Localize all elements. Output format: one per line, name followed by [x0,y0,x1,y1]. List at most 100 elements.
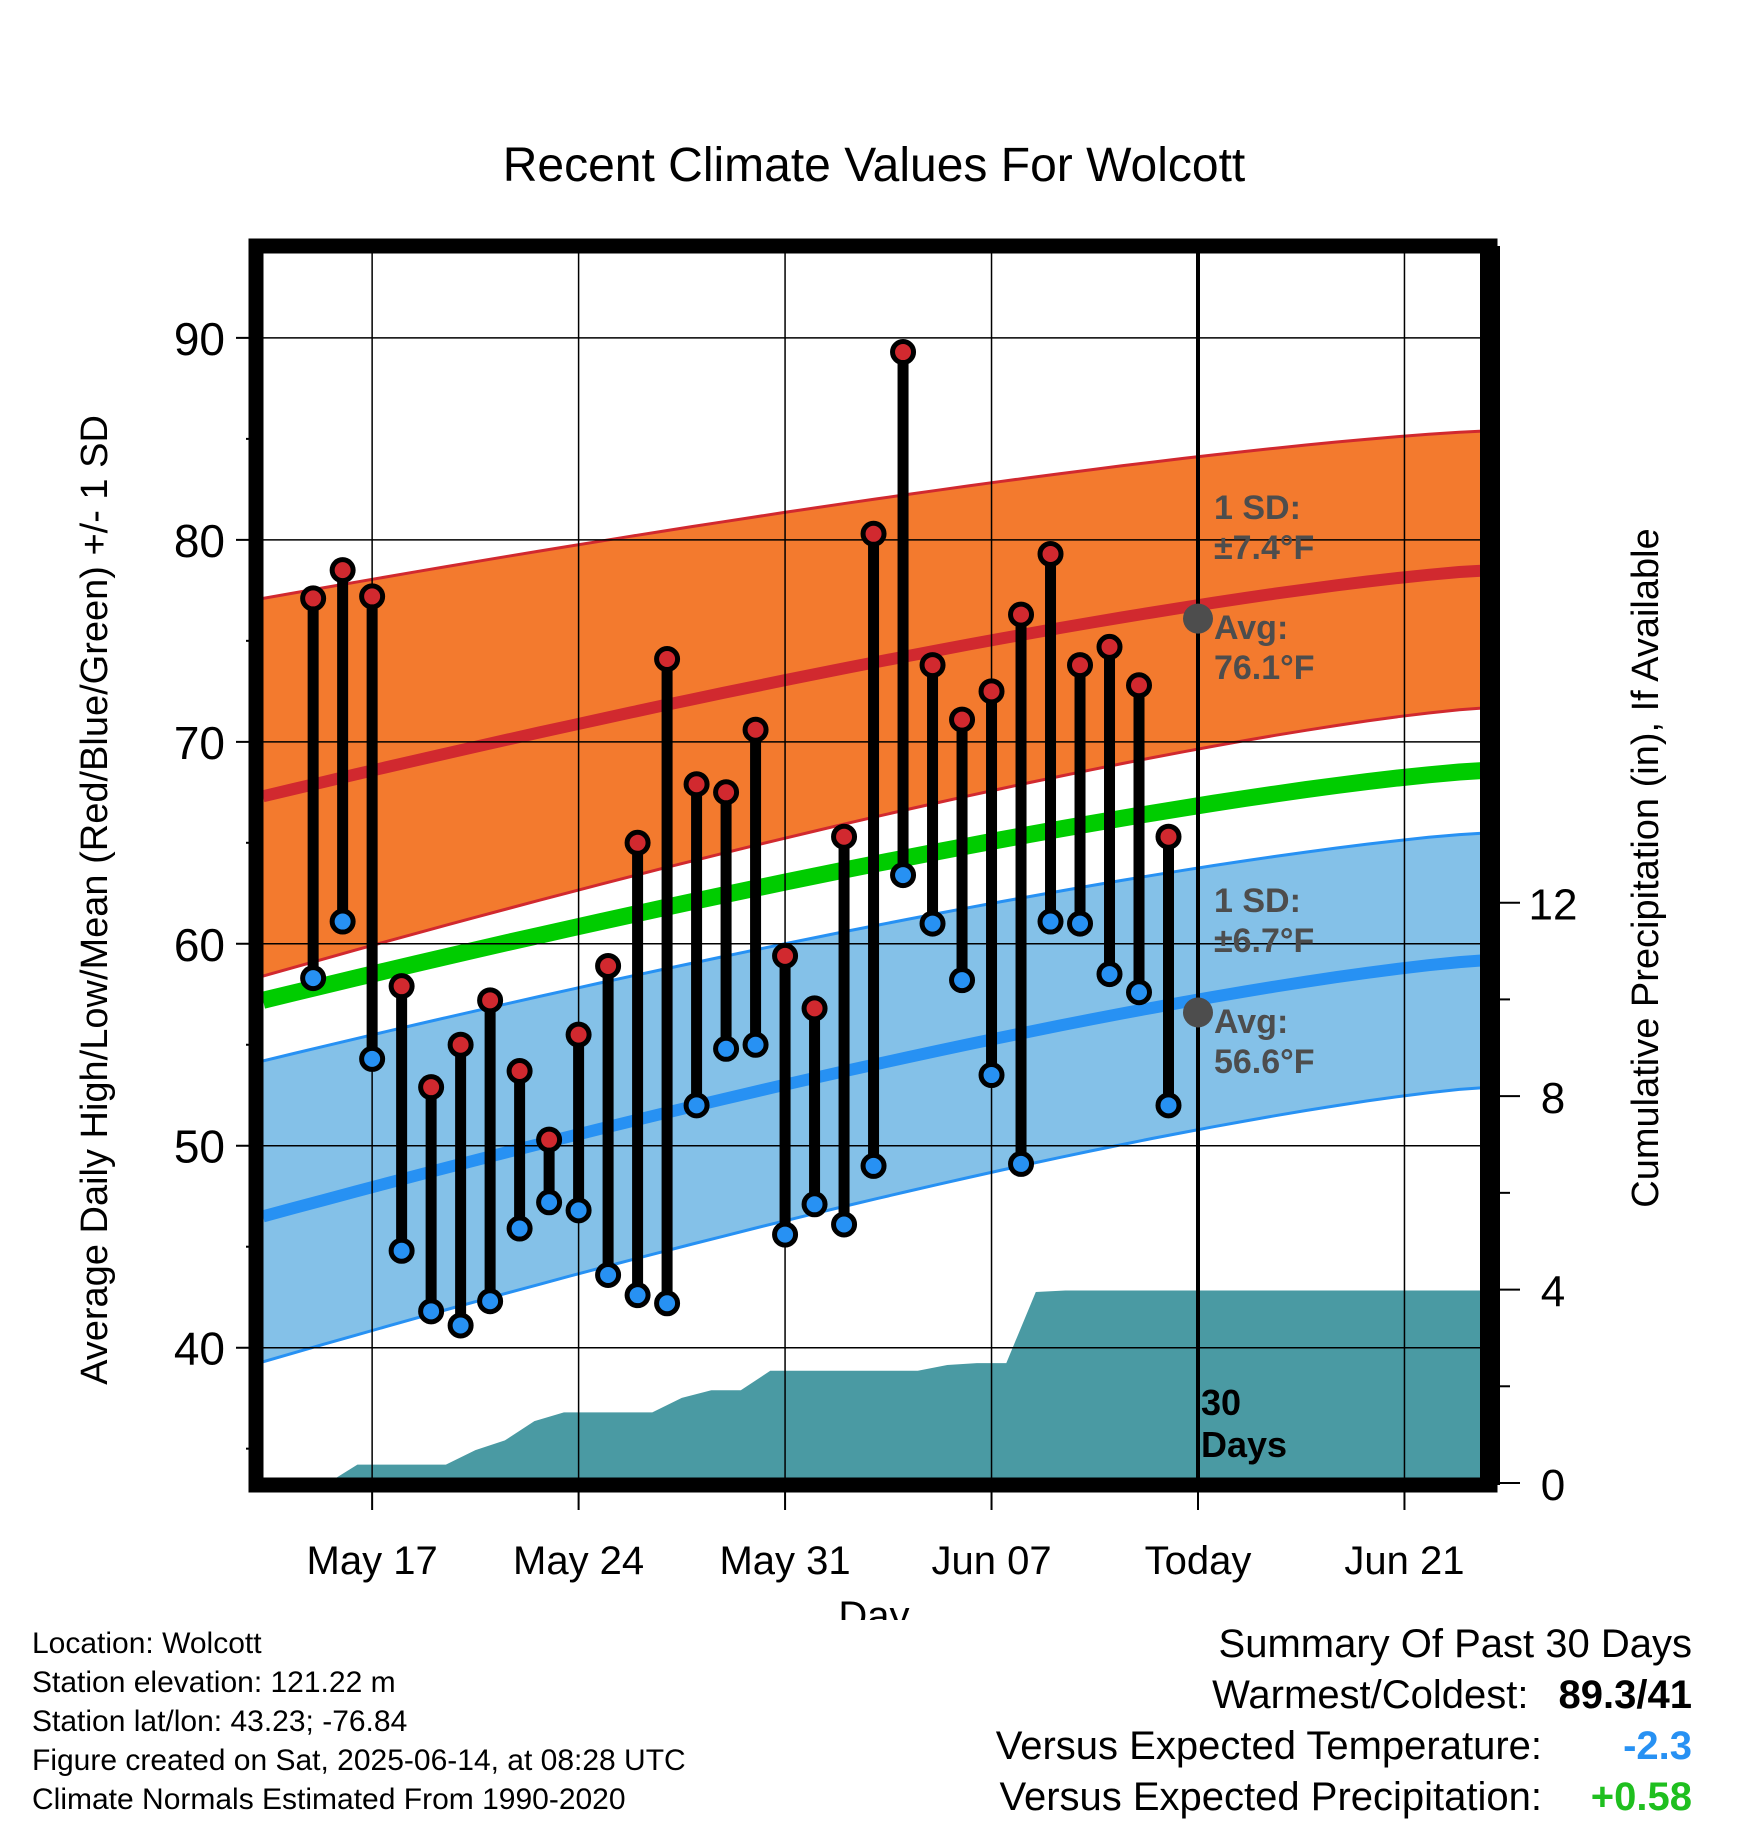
daily-high-point [1067,652,1094,679]
daily-high-point [1096,633,1123,660]
daily-high-point [890,339,917,366]
low-lower-edge [263,1085,1490,1364]
daily-low-point [359,1045,386,1072]
daily-low-point [300,965,327,992]
daily-high-point [418,1074,445,1101]
daily-low-point [772,1221,799,1248]
latlon-text: Station lat/lon: 43.23; -76.84 [32,1705,408,1738]
daily-high-point [624,829,651,856]
summary-title: Summary Of Past 30 Days [1218,1622,1692,1666]
daily-low-point [1067,910,1094,937]
warmest-coldest-value: 89.3/41 [1558,1673,1692,1717]
x-tick-label: Jun 07 [931,1539,1051,1583]
daily-high-point [860,520,887,547]
daily-low-point [831,1211,858,1238]
summary-panel: Summary Of Past 30 Days Warmest/Coldest:… [996,1618,1692,1823]
daily-high-point [388,973,415,1000]
daily-high-point [801,995,828,1022]
low-avg-value: 56.6°F [1214,1043,1315,1081]
precip-departure-value: +0.58 [1590,1775,1692,1819]
daily-high-point [477,987,504,1014]
daily-low-point [1008,1150,1035,1177]
y-axis-label: Average Daily High/Low/Mean (Red/Blue/Gr… [74,415,116,1385]
temp-departure-label: Versus Expected Temperature: [995,1724,1542,1768]
daily-low-point [683,1092,710,1119]
y-tick-label: 70 [174,717,225,769]
daily-high-point [1126,672,1153,699]
daily-high-point [713,779,740,806]
daily-low-point [447,1312,474,1339]
y2-tick-label: 4 [1541,1268,1565,1317]
x-tick-label: May 31 [719,1539,850,1583]
daily-high-point [565,1021,592,1048]
temp-departure-value: -2.3 [1623,1724,1692,1768]
daily-low-point [477,1288,504,1315]
daily-high-point [300,585,327,612]
daily-low-point [713,1035,740,1062]
y2-axis-label: Cumulative Precipitation (in), If Availa… [1625,528,1667,1207]
daily-low-point [890,862,917,889]
daily-low-point [329,908,356,935]
daily-low-point [624,1282,651,1309]
cumulative-precip-area [298,1290,1490,1483]
high-avg-value: 76.1°F [1214,649,1315,687]
daily-low-point [801,1191,828,1218]
days-word-label: Days [1201,1424,1287,1465]
high-upper-edge [263,429,1490,600]
low-avg-label: Avg: [1214,1003,1288,1041]
low-sd-value: ±6.7°F [1214,922,1314,960]
daily-low-point [536,1189,563,1216]
x-tick-label: Today [1145,1539,1252,1583]
x-tick-label: May 24 [513,1539,644,1583]
y-tick-label: 40 [174,1323,225,1375]
high-sd-label: 1 SD: [1214,489,1301,527]
y2-tick-label: 0 [1541,1461,1565,1510]
low-sd-label: 1 SD: [1214,882,1301,920]
daily-low-point [1037,908,1064,935]
x-tick-label: Jun 21 [1344,1539,1464,1583]
y2-tick-label: 8 [1541,1074,1565,1123]
daily-high-point [1155,823,1182,850]
daily-high-point [536,1126,563,1153]
created-text: Figure created on Sat, 2025-06-14, at 08… [32,1744,686,1777]
daily-low-point [949,967,976,994]
x-axis-label: Day [838,1594,909,1620]
daily-low-point [388,1237,415,1264]
daily-high-point [359,583,386,610]
daily-high-point [329,557,356,584]
plot-area [263,245,1490,1483]
x-tick-label: May 17 [307,1539,438,1583]
daily-high-point [654,646,681,673]
daily-high-point [919,652,946,679]
station-info: Location: Wolcott Station elevation: 121… [32,1624,686,1819]
high-sd-value: ±7.4°F [1214,529,1314,567]
daily-high-point [978,678,1005,705]
daily-low-point [418,1298,445,1325]
daily-low-point [1155,1092,1182,1119]
warmest-coldest-label: Warmest/Coldest: [1212,1673,1529,1717]
days-count-label: 30 [1201,1382,1241,1423]
daily-low-point [742,1031,769,1058]
daily-high-point [1037,540,1064,567]
daily-low-point [978,1062,1005,1089]
daily-low-point [1096,961,1123,988]
normals-text: Climate Normals Estimated From 1990-2020 [32,1783,626,1816]
daily-high-point [831,823,858,850]
daily-low-point [595,1261,622,1288]
daily-low-point [1126,979,1153,1006]
daily-high-point [595,952,622,979]
low-normal-today-marker [1182,997,1213,1028]
chart-title: Recent Climate Values For Wolcott [503,139,1246,192]
y-tick-label: 50 [174,1121,225,1173]
daily-high-point [447,1031,474,1058]
daily-high-point [772,942,799,969]
climate-chart: Recent Climate Values For Wolcott 1 SD:±… [74,139,1667,1620]
y-tick-label: 60 [174,919,225,971]
daily-high-point [742,716,769,743]
daily-high-point [949,706,976,733]
high-avg-label: Avg: [1214,609,1288,647]
daily-high-point [683,771,710,798]
y-tick-label: 80 [174,515,225,567]
high-normal-today-marker [1182,603,1213,634]
daily-low-point [506,1215,533,1242]
